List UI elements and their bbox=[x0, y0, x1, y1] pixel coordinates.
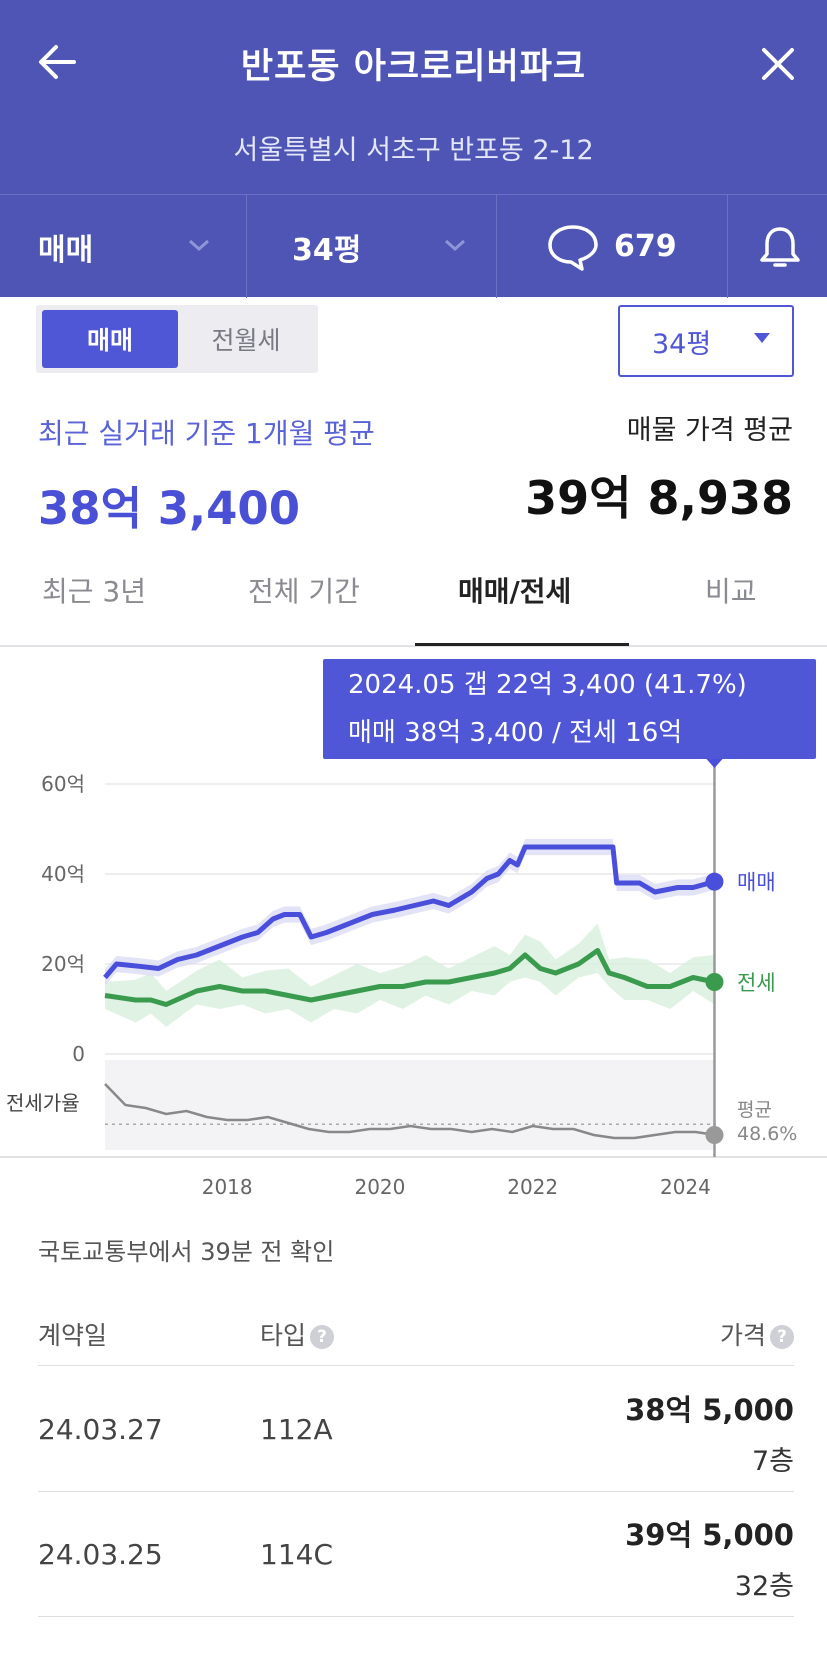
size-select[interactable]: 34평 bbox=[618, 305, 794, 377]
recent-average-value: 38억 3,400 bbox=[38, 482, 301, 535]
tooltip-pointer bbox=[706, 759, 723, 768]
area-label: 34평 bbox=[292, 232, 362, 268]
deal-type-label: 매매 bbox=[38, 232, 94, 268]
page-title: 반포동 아크로리버파크 bbox=[240, 47, 587, 87]
row-price: 38억 5,000 bbox=[625, 1393, 794, 1427]
comment-count: 679 bbox=[614, 229, 677, 264]
jeonse-end-dot bbox=[705, 973, 724, 991]
area-dropdown[interactable]: 34평 bbox=[292, 195, 492, 298]
row-type: 112A bbox=[260, 1413, 333, 1446]
x-tick-label: 2024 bbox=[660, 1175, 711, 1199]
ratio-label: 전세가율 bbox=[6, 1091, 80, 1115]
recent-average-label: 최근 실거래 기준 1개월 평균 bbox=[38, 417, 375, 450]
row-floor: 32층 bbox=[734, 1571, 794, 1602]
header-price: 가격? bbox=[720, 1316, 794, 1352]
caret-down-icon bbox=[754, 333, 770, 343]
row-floor: 7층 bbox=[751, 1446, 794, 1477]
y-tick-label: 60억 bbox=[41, 772, 85, 796]
ratio-average-label: 평균 bbox=[737, 1099, 772, 1121]
jeonse-range-band bbox=[105, 923, 715, 1027]
header-date: 계약일 bbox=[38, 1321, 108, 1350]
ratio-average-value: 48.6% bbox=[737, 1123, 797, 1145]
tooltip-line-2: 매매 38억 3,400 / 전세 16억 bbox=[348, 718, 683, 748]
row-date: 24.03.27 bbox=[38, 1413, 163, 1446]
address-text: 서울특별시 서초구 반포동 2-12 bbox=[233, 135, 594, 166]
chevron-down-icon bbox=[445, 239, 465, 252]
tooltip-line-1: 2024.05 갭 22억 3,400 (41.7%) bbox=[348, 670, 747, 700]
data-source-text: 국토교통부에서 39분 전 확인 bbox=[38, 1238, 335, 1266]
table-row[interactable]: 24.03.27 112A 38억 5,000 7층 bbox=[38, 1367, 794, 1492]
sale-line bbox=[103, 844, 716, 980]
tab-sale-jeonse[interactable]: 매매/전세 bbox=[458, 575, 572, 608]
tab-recent-3y[interactable]: 최근 3년 bbox=[42, 575, 146, 608]
speech-bubble-icon bbox=[548, 224, 598, 271]
x-tick-label: 2020 bbox=[354, 1175, 405, 1199]
sale-range-band bbox=[105, 838, 715, 986]
y-tick-label: 20억 bbox=[41, 952, 85, 976]
segment-rent[interactable]: 전월세 bbox=[211, 326, 281, 355]
tab-all-period[interactable]: 전체 기간 bbox=[248, 575, 360, 608]
ratio-end-dot bbox=[705, 1126, 724, 1144]
row-type: 114C bbox=[260, 1538, 333, 1571]
listing-average-value: 39억 8,938 bbox=[525, 471, 793, 525]
y-tick-label: 40억 bbox=[41, 862, 85, 886]
table-header: 계약일 타입? 가격? bbox=[38, 1316, 794, 1366]
period-tabs: 최근 3년 전체 기간 매매/전세 비교 bbox=[0, 550, 827, 647]
x-tick-label: 2022 bbox=[507, 1175, 558, 1199]
row-price: 39억 5,000 bbox=[625, 1518, 794, 1552]
listing-average-label: 매물 가격 평균 bbox=[626, 415, 793, 446]
row-date: 24.03.25 bbox=[38, 1538, 163, 1571]
y-tick-label: 0 bbox=[72, 1042, 85, 1066]
chart-tooltip: 2024.05 갭 22억 3,400 (41.7%) 매매 38억 3,400… bbox=[323, 659, 816, 759]
back-arrow-icon[interactable] bbox=[34, 42, 80, 82]
close-icon[interactable] bbox=[758, 44, 798, 84]
ratio-line bbox=[104, 1083, 717, 1140]
bell-icon[interactable] bbox=[758, 223, 802, 271]
header-type: 타입? bbox=[260, 1316, 335, 1352]
segment-sale[interactable]: 매매 bbox=[42, 310, 178, 368]
help-icon[interactable]: ? bbox=[310, 1325, 335, 1349]
comments-button[interactable]: 679 bbox=[546, 195, 696, 298]
jeonse-line bbox=[104, 948, 716, 1007]
app-header: 반포동 아크로리버파크 서울특별시 서초구 반포동 2-12 bbox=[0, 0, 827, 194]
price-chart[interactable]: 60억 40억 20억 0 2018 2020 2022 2024 전세가율 매매전세평균48.6… bbox=[0, 647, 827, 1207]
sale-end-label: 매매 bbox=[737, 871, 776, 895]
tab-compare[interactable]: 비교 bbox=[705, 575, 757, 608]
deal-segment-control: 매매 전월세 bbox=[36, 305, 318, 373]
size-select-value: 34평 bbox=[652, 328, 712, 360]
filter-bar: 매매 34평 679 bbox=[0, 194, 827, 298]
table-row[interactable]: 24.03.25 114C 39억 5,000 32층 bbox=[38, 1492, 794, 1617]
chevron-down-icon bbox=[189, 239, 209, 252]
active-tab-indicator bbox=[415, 643, 629, 646]
deal-type-dropdown[interactable]: 매매 bbox=[38, 195, 238, 298]
x-tick-label: 2018 bbox=[202, 1175, 253, 1199]
ratio-band bbox=[105, 1060, 716, 1150]
help-icon[interactable]: ? bbox=[770, 1325, 794, 1349]
jeonse-end-label: 전세 bbox=[737, 971, 776, 995]
sale-end-dot bbox=[705, 872, 724, 891]
